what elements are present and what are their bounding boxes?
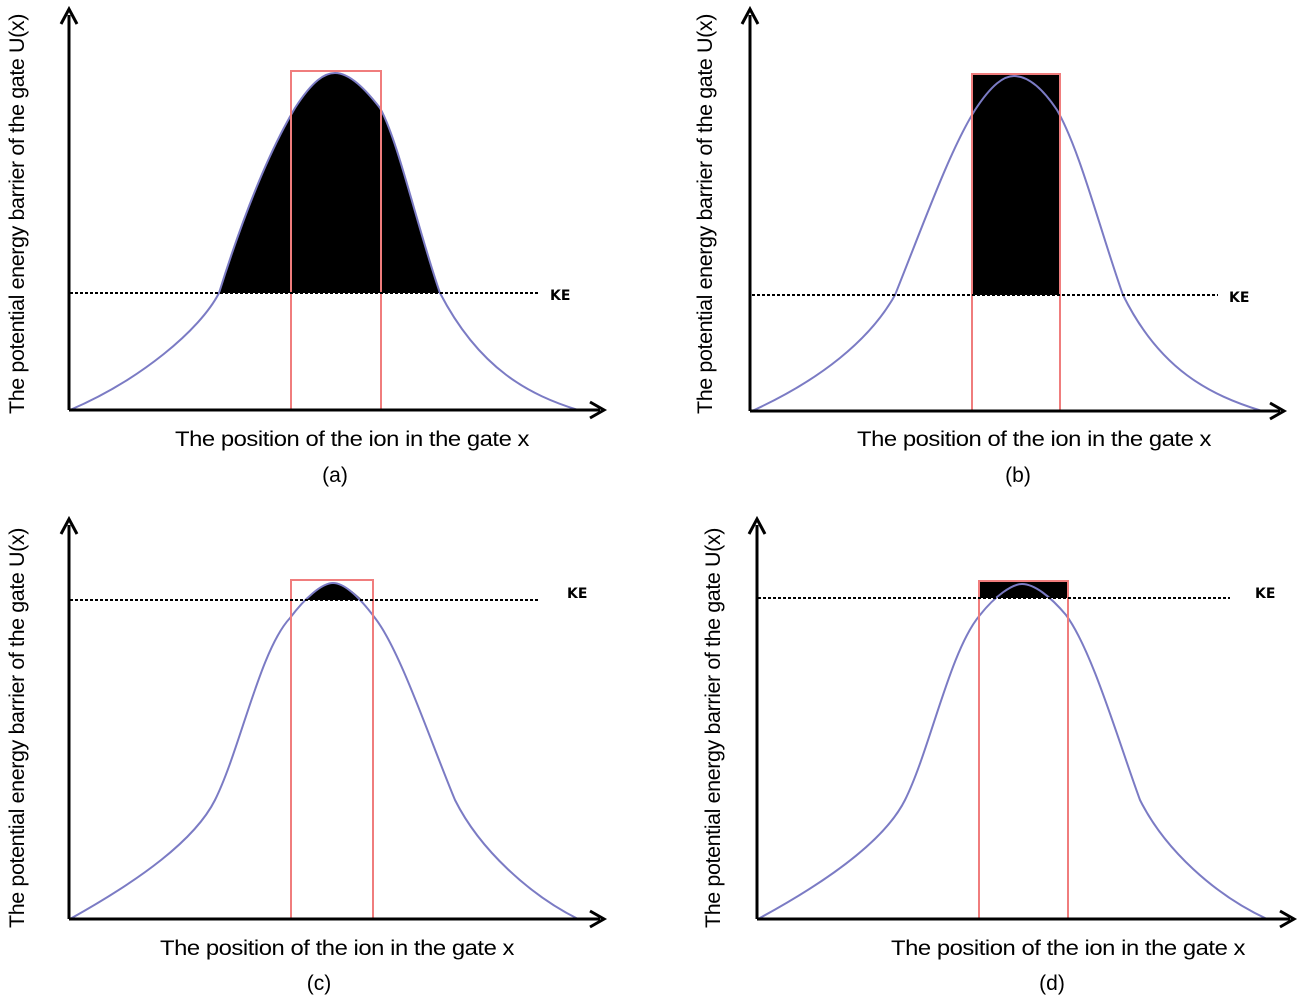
x-axis-label-b: The position of the ion in the gate x (857, 428, 1212, 451)
y-axis-arrow-a (59, 5, 79, 25)
panel-c: KE The potential energy barrier of the g… (6, 515, 608, 995)
x-axis-arrow-b (1269, 401, 1288, 421)
panel-d: KE The potential energy barrier of the g… (702, 515, 1298, 995)
energy-curve-b (751, 74, 1263, 412)
fill-region-a (219, 73, 440, 293)
panel-b: KE The potential energy barrier of the g… (694, 5, 1288, 487)
y-axis-arrow-d (747, 515, 767, 535)
x-axis-label-d: The position of the ion in the gate x (891, 937, 1246, 960)
y-axis-label-a: The potential energy barrier of the gate… (6, 14, 29, 414)
x-axis-label-a: The position of the ion in the gate x (175, 428, 530, 451)
fill-region-c (305, 583, 362, 600)
y-axis-arrow-b (740, 5, 760, 25)
y-axis-label-d: The potential energy barrier of the gate… (702, 528, 725, 928)
x-axis-arrow-a (589, 400, 608, 420)
y-axis-label-b: The potential energy barrier of the gate… (694, 14, 717, 414)
panel-caption-b: (b) (1005, 464, 1031, 487)
energy-curve-a (69, 71, 579, 411)
ke-label-b: KE (1229, 290, 1249, 306)
fill-region-b (972, 74, 1060, 295)
panel-a: KE The potential energy barrier of the g… (6, 5, 608, 487)
gate-box-c (290, 579, 374, 920)
panel-caption-a: (a) (322, 464, 348, 487)
x-axis-arrow-c (589, 909, 608, 929)
panel-caption-d: (d) (1039, 972, 1065, 995)
y-axis-arrow-c (59, 515, 79, 535)
x-axis-label-c: The position of the ion in the gate x (160, 937, 515, 960)
ke-label-a: KE (550, 288, 570, 304)
panel-caption-c: (c) (307, 972, 332, 995)
y-axis-label-c: The potential energy barrier of the gate… (6, 528, 29, 928)
energy-curve-c (69, 581, 579, 920)
ke-label-d: KE (1255, 586, 1275, 602)
energy-curve-d (757, 582, 1268, 920)
gate-box-d (978, 580, 1069, 920)
ke-label-c: KE (567, 586, 587, 602)
x-axis-arrow-d (1279, 909, 1298, 929)
